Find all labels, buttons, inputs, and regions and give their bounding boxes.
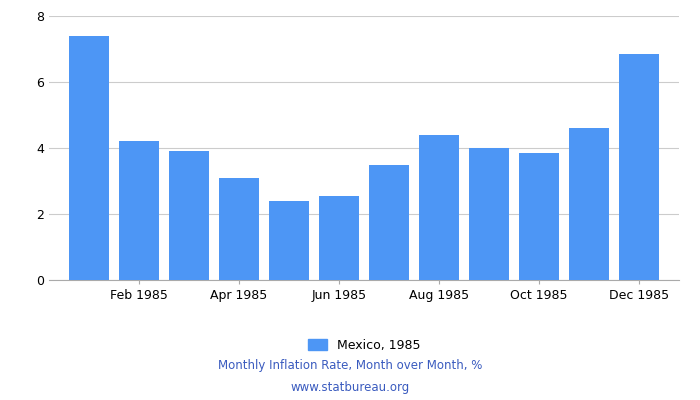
Bar: [519, 153, 559, 280]
Bar: [319, 196, 359, 280]
Text: www.statbureau.org: www.statbureau.org: [290, 382, 410, 394]
Bar: [269, 201, 309, 280]
Bar: [569, 128, 609, 280]
Bar: [169, 151, 209, 280]
Bar: [219, 178, 259, 280]
Bar: [119, 141, 159, 280]
Legend: Mexico, 1985: Mexico, 1985: [303, 334, 425, 357]
Text: Monthly Inflation Rate, Month over Month, %: Monthly Inflation Rate, Month over Month…: [218, 360, 482, 372]
Bar: [369, 164, 409, 280]
Bar: [619, 54, 659, 280]
Bar: [469, 148, 509, 280]
Bar: [69, 36, 109, 280]
Bar: [419, 135, 459, 280]
